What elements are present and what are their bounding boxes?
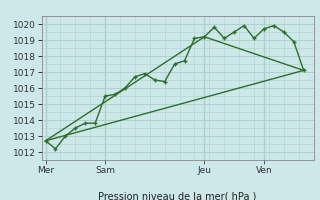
Text: Pression niveau de la mer( hPa ): Pression niveau de la mer( hPa ) xyxy=(99,192,257,200)
